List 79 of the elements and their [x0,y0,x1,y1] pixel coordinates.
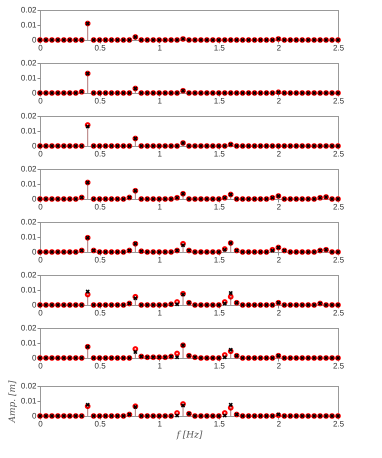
y-tick-label: 0.01 [20,286,38,294]
x-tick-label: 1.5 [214,96,226,106]
x-tick-label: 1.5 [214,420,226,428]
x-tick-label: 1 [157,96,162,106]
x-tick-label: 2 [276,44,282,52]
x-tick-label: 1 [157,308,162,318]
x-tick-label: 0.5 [94,202,106,212]
x-tick-label: 1 [157,362,162,370]
x-tick-label: 0.5 [94,308,106,318]
y-tick-label: 0 [32,300,38,310]
x-tick-label: 1 [157,420,162,428]
point [174,410,180,416]
x-tick-label: 2.5 [332,256,345,264]
x-tick-label: 1.5 [214,362,226,370]
x-tick-label: 0.5 [94,362,106,370]
y-tick-label: 0 [32,194,38,204]
y-tick-label: 0.02 [20,112,38,120]
x-tick-label: 2.5 [332,44,345,52]
x-tick-label: 0 [38,44,44,52]
x-tick-label: 2 [276,308,282,318]
y-tick-label: 0.01 [20,338,38,348]
point [222,410,228,416]
y-tick-label: 0.01 [20,232,38,242]
y-tick-label: 0.01 [20,20,38,30]
y-tick-label: 0 [32,142,38,150]
x-tick-label: 2 [276,150,282,158]
x-tick-label: 0 [38,362,44,370]
x-tick-label: 0 [38,96,44,106]
x-tick-label: 0 [38,150,44,158]
x-tick-label: 2.5 [332,362,345,370]
x-tick-label: 2 [276,362,282,370]
x-tick-label: 1.5 [214,150,226,158]
x-tick-label: 2.5 [332,150,345,158]
x-tick-label: 2 [276,256,282,264]
y-tick-label: 0.01 [20,180,38,188]
y-axis-title: Amp. [m] [8,380,18,424]
x-tick-label: 2 [276,202,282,212]
point [174,350,180,356]
y-tick-label: 0.02 [20,382,38,390]
x-tick-label: 1.5 [214,202,226,212]
y-tick-label: 0.02 [20,324,38,332]
x-tick-label: 1.5 [214,44,226,52]
x-tick-label: 1.5 [214,256,226,264]
x-tick-label: 2 [276,420,282,428]
x-tick-label: 2.5 [332,420,345,428]
x-tick-label: 0 [38,256,44,264]
y-tick-label: 0.02 [20,164,38,174]
x-tick-label: 1 [157,202,162,212]
y-tick-label: 0 [32,88,38,98]
x-tick-label: 1.5 [214,308,226,318]
y-tick-label: 0.01 [20,74,38,82]
y-tick-label: 0 [32,412,38,420]
x-tick-label: 1 [157,256,162,264]
point [222,352,228,358]
y-tick-label: 0.01 [20,396,38,406]
y-tick-label: 0 [32,248,38,256]
x-tick-label: 0.5 [94,150,106,158]
y-tick-label: 0.02 [20,58,38,68]
x-tick-label: 0.5 [94,256,106,264]
y-tick-label: 0.02 [20,270,38,280]
x-axis-title: f [Hz] [176,430,203,440]
x-tick-label: 1 [157,150,162,158]
x-tick-label: 0 [38,420,44,428]
x-tick-label: 0.5 [94,420,106,428]
y-tick-label: 0.02 [20,218,38,226]
y-tick-label: 0 [32,36,38,44]
x-tick-label: 2.5 [332,308,345,318]
y-tick-label: 0 [32,354,38,362]
x-tick-label: 0 [38,202,44,212]
y-tick-label: 0.01 [20,126,38,136]
x-tick-label: 2.5 [332,96,345,106]
x-tick-label: 0.5 [94,44,106,52]
x-tick-label: 1 [157,44,162,52]
y-tick-label: 0.02 [20,6,38,14]
point [174,299,180,305]
x-tick-label: 2 [276,96,282,106]
x-tick-label: 0.5 [94,96,106,106]
x-tick-label: 2.5 [332,202,345,212]
x-tick-label: 0 [38,308,44,318]
